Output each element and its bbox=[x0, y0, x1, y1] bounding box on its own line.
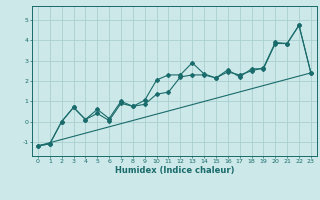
X-axis label: Humidex (Indice chaleur): Humidex (Indice chaleur) bbox=[115, 166, 234, 175]
